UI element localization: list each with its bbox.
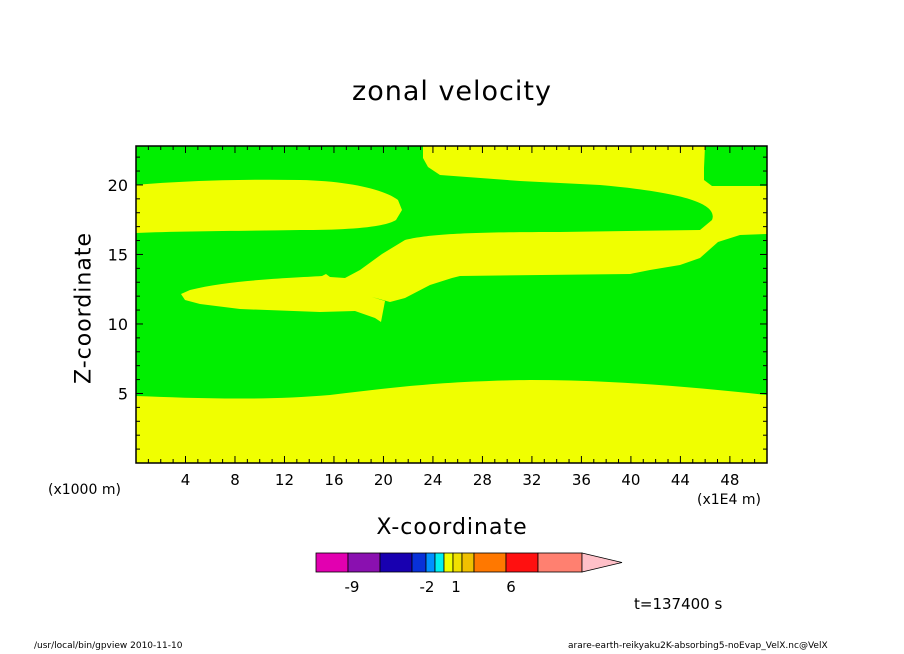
- x-tick-label: 16: [324, 471, 343, 489]
- upper-left-yellow-band: [136, 179, 402, 233]
- x-tick-label: 48: [720, 471, 739, 489]
- x-tick-label: 44: [671, 471, 690, 489]
- middle-yellow-band: [181, 146, 767, 322]
- x-tick-label: 8: [230, 471, 240, 489]
- x-axis-label: X-coordinate: [376, 515, 528, 540]
- colorbar-segment: [379, 552, 413, 573]
- colorbar-segment: [473, 552, 507, 573]
- footer-right: arare-earth-reikyaku2K-absorbing5-noEvap…: [568, 641, 828, 651]
- colorbar-label: -9: [345, 578, 360, 596]
- colorbar-segment: [411, 552, 427, 573]
- time-label: t=137400 s: [634, 595, 723, 613]
- x-tick-label: 24: [423, 471, 442, 489]
- contour-fill: [136, 146, 767, 463]
- x-tick-label: 32: [522, 471, 541, 489]
- chart-title: zonal velocity: [352, 76, 552, 107]
- colorbar-segment: [315, 552, 349, 573]
- colorbar-label: -2: [420, 578, 435, 596]
- colorbar-segment: [347, 552, 381, 573]
- y-tick-label: 10: [108, 315, 128, 334]
- y-axis-label: Z-coordinate: [71, 232, 97, 384]
- y-axis: 5 10 15 20: [108, 156, 767, 450]
- colorbar-segment: [452, 552, 463, 573]
- colorbar-segment: [443, 552, 454, 573]
- y-tick-label: 20: [108, 176, 128, 195]
- colorbar-arrow: [581, 552, 623, 573]
- colorbar-segment: [505, 552, 539, 573]
- x-tick-label: 36: [572, 471, 591, 489]
- x-unit-label: (x1E4 m): [697, 492, 761, 508]
- y-tick-label: 15: [108, 245, 128, 264]
- x-tick-label: 40: [621, 471, 640, 489]
- x-tick-label: 20: [374, 471, 393, 489]
- footer-left: /usr/local/bin/gpview 2010-11-10: [34, 641, 183, 651]
- lower-yellow-band: [136, 380, 767, 463]
- colorbar-label: 6: [506, 578, 516, 596]
- x-tick-label: 4: [181, 471, 191, 489]
- z-unit-label: (x1000 m): [48, 482, 121, 498]
- y-tick-label: 5: [118, 384, 128, 403]
- colorbar-segment: [537, 552, 583, 573]
- x-axis: 4 8 12 16 20 24 28 32 36 40 44 48: [147, 146, 756, 489]
- colorbar-label: 1: [451, 578, 461, 596]
- colorbar-segment: [434, 552, 445, 573]
- colorbar-segment: [461, 552, 475, 573]
- colorbar: -9 -2 1 6: [315, 552, 623, 596]
- x-tick-label: 28: [473, 471, 492, 489]
- plot-frame: [135, 145, 768, 464]
- colorbar-segment: [425, 552, 436, 573]
- x-tick-label: 12: [275, 471, 294, 489]
